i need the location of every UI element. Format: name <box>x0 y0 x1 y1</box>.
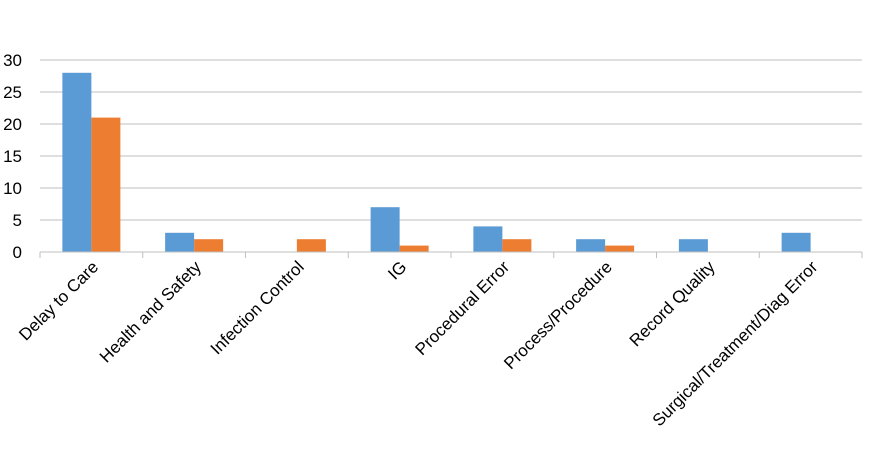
x-category-label: Delay to Care <box>15 257 102 344</box>
x-category-label: Surgical/Treatment/Diag Error <box>649 257 822 430</box>
bar <box>473 226 503 252</box>
y-axis-tick-labels: 0 5 10 15 20 25 30 <box>3 51 22 262</box>
x-axis <box>39 251 863 258</box>
bar <box>62 72 92 252</box>
bar <box>678 239 708 252</box>
x-category-label: Process/Procedure <box>500 257 616 373</box>
y-tick-label: 25 <box>3 83 22 102</box>
y-tick-label: 10 <box>3 179 22 198</box>
bar <box>576 239 606 252</box>
bar <box>165 232 195 252</box>
y-tick-label: 0 <box>13 243 22 262</box>
bar <box>605 245 635 252</box>
bars <box>62 72 811 252</box>
x-category-label: Record Quality <box>626 257 719 350</box>
bar <box>781 232 811 252</box>
x-category-label: Procedural Error <box>412 257 514 359</box>
bar <box>91 117 121 252</box>
x-category-label: Infection Control <box>207 257 308 358</box>
y-tick-label: 15 <box>3 147 22 166</box>
y-tick-label: 5 <box>13 211 22 230</box>
bar <box>502 239 532 252</box>
bar <box>399 245 429 252</box>
y-tick-label: 30 <box>3 51 22 70</box>
bar <box>370 207 400 252</box>
bar <box>296 239 326 252</box>
gridlines <box>40 59 862 221</box>
x-category-label: Health and Safety <box>96 257 205 366</box>
bar <box>194 239 224 252</box>
y-tick-label: 20 <box>3 115 22 134</box>
x-category-label: IG <box>384 257 410 283</box>
